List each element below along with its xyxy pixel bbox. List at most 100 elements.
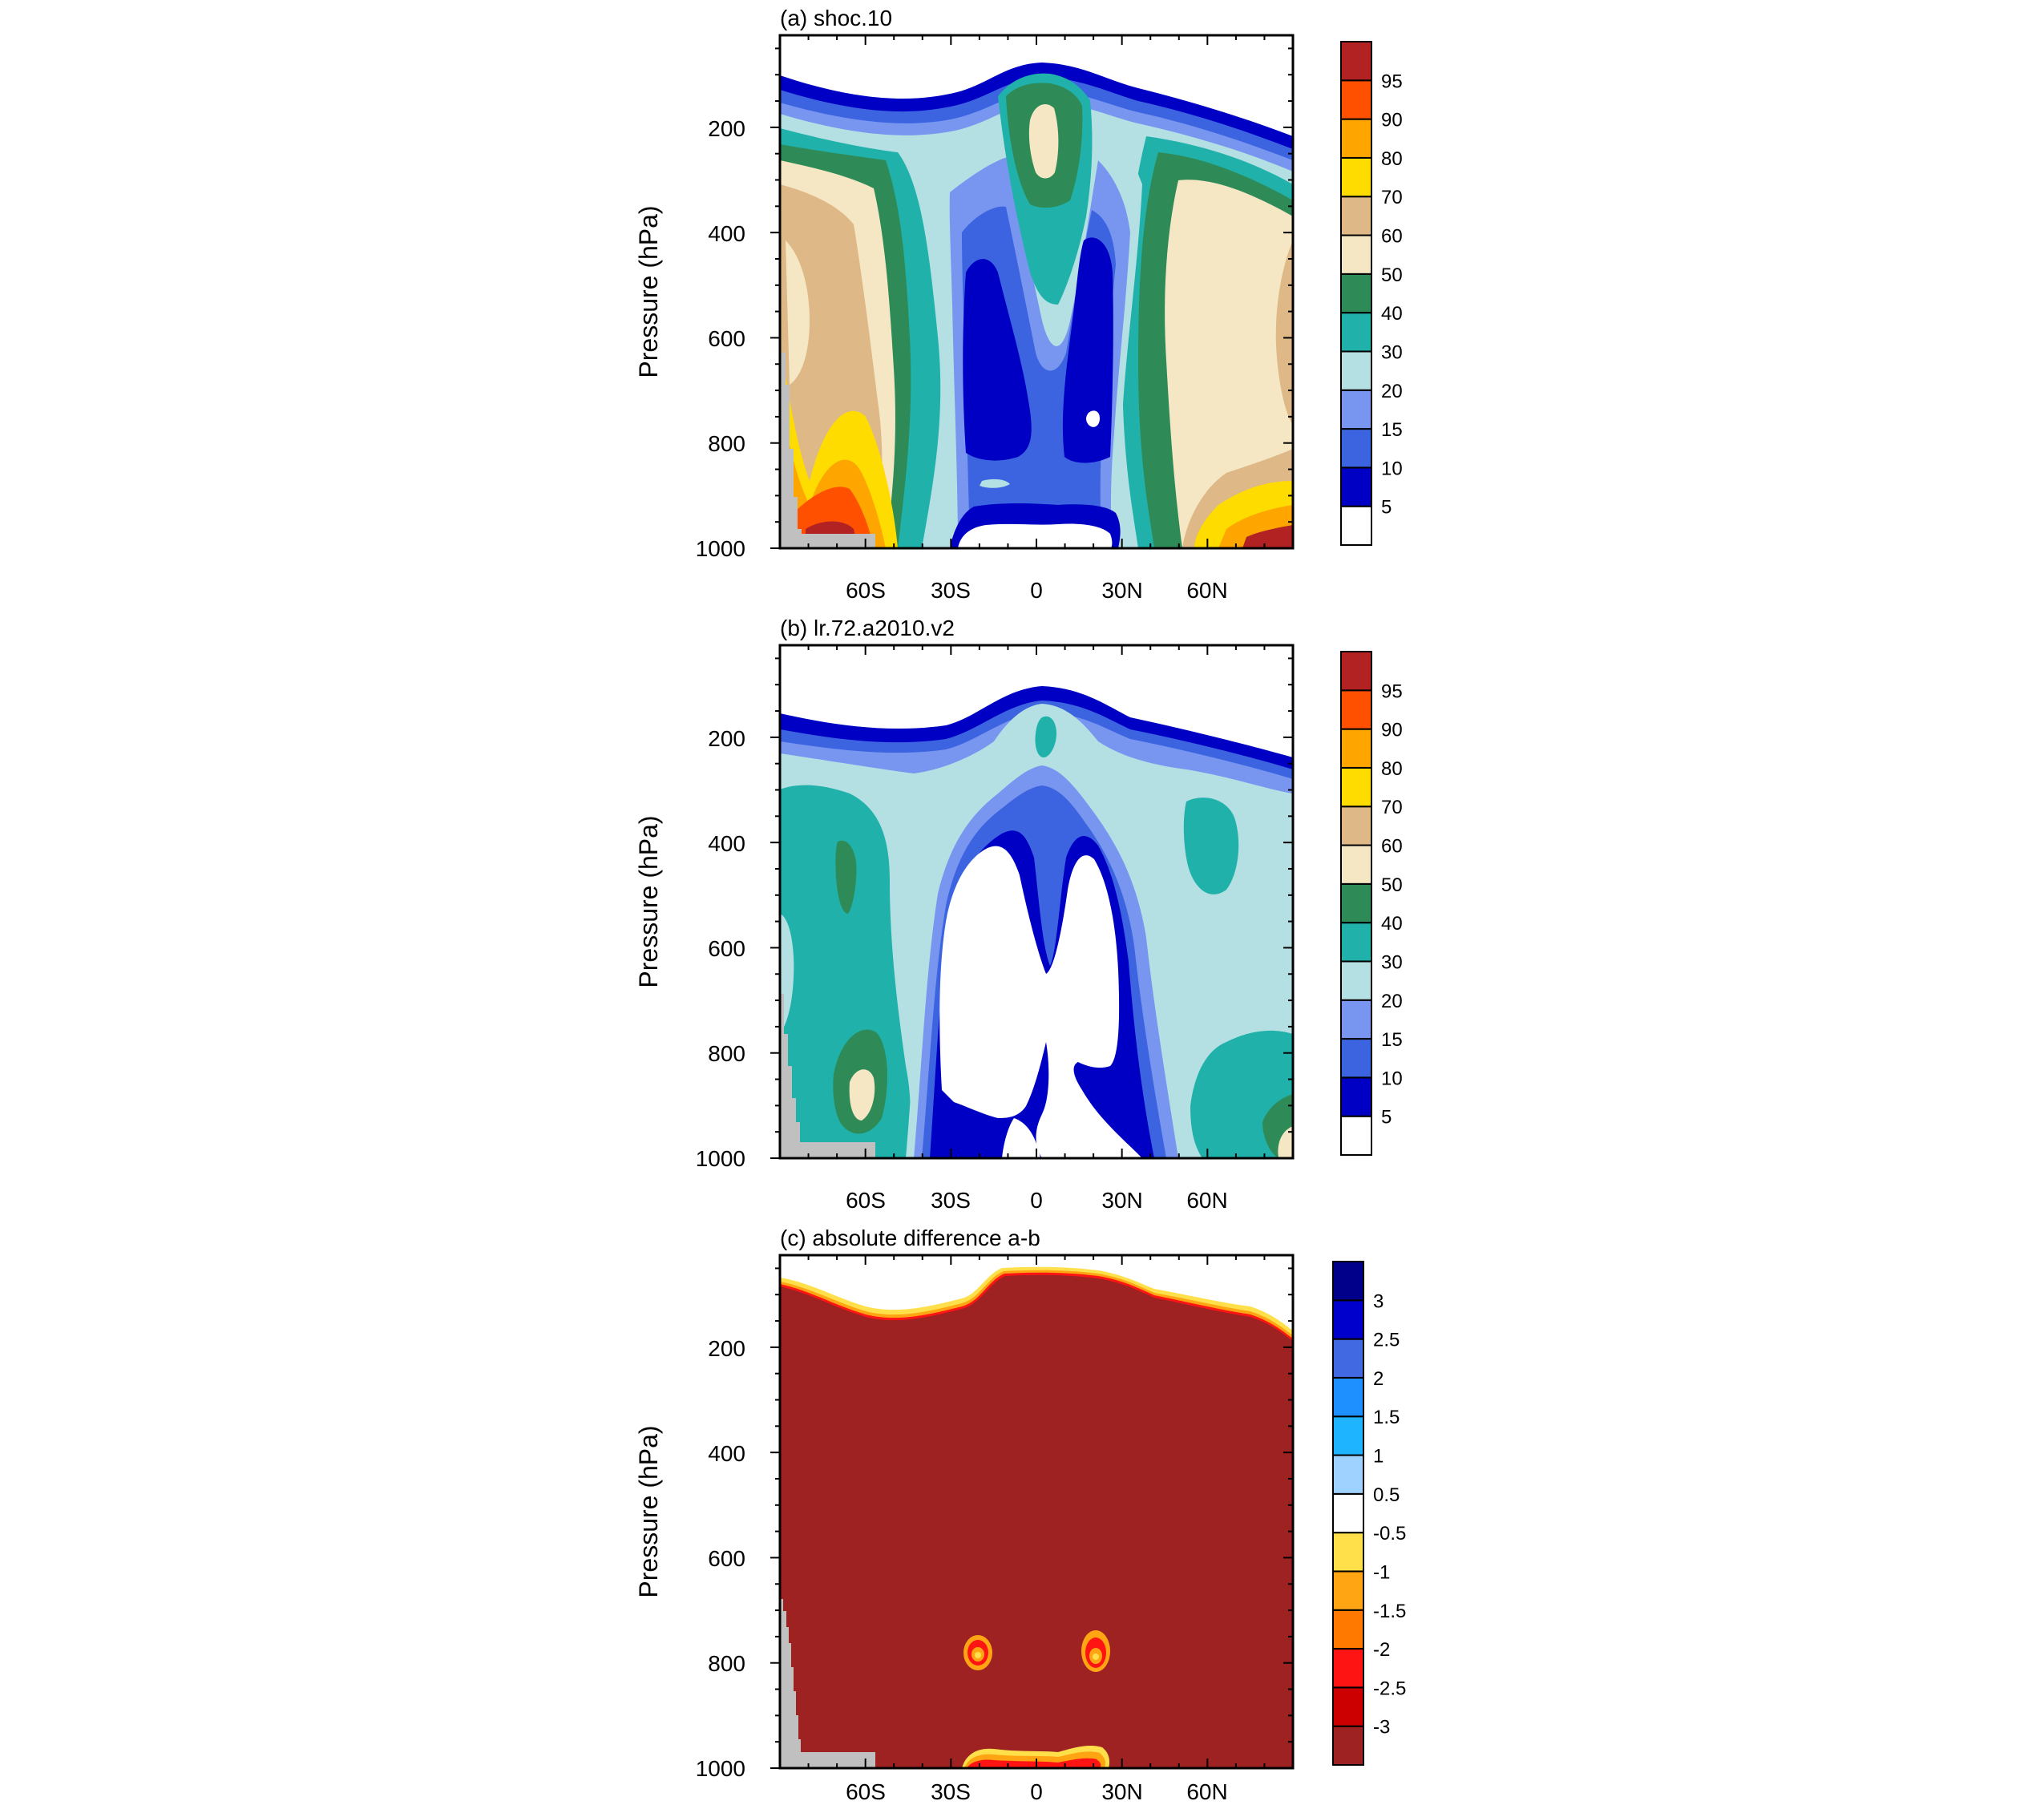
panel-c-title: (c) absolute difference a-b	[780, 1226, 1040, 1250]
colorbar-label: 2.5	[1373, 1330, 1400, 1351]
panel-b-xtick-label: 0	[1030, 1188, 1043, 1213]
colorbar-label: 60	[1381, 836, 1403, 858]
colorbar-box	[1340, 118, 1372, 159]
panel-c-xtick-label: 30S	[931, 1779, 971, 1804]
panel-c-ytick-label: 400	[708, 1441, 745, 1466]
panel-c-ytick-label: 1000	[696, 1756, 745, 1781]
panel-a-ytick-label: 800	[708, 431, 745, 456]
colorbar-box	[1340, 79, 1372, 120]
colorbar-label: 40	[1381, 913, 1403, 935]
colorbar-label: 50	[1381, 874, 1403, 896]
panel-a-field-trop-dark-sh	[963, 259, 1032, 461]
panel-c-ytick-label: 800	[708, 1651, 745, 1676]
colorbar-label: -1.5	[1373, 1601, 1406, 1622]
colorbar-label: 1.5	[1373, 1407, 1400, 1428]
panel-a-field-red-nh	[1242, 525, 1293, 548]
panel-b-field-eq-teal	[1035, 716, 1056, 757]
colorbar-box	[1340, 882, 1372, 924]
panel-a-ytick-label: 400	[708, 221, 745, 246]
colorbar-label: -1	[1373, 1561, 1390, 1583]
colorbar-box	[1332, 1261, 1364, 1302]
panel-a-xtick-label: 30N	[1101, 578, 1142, 603]
colorbar-box	[1340, 1076, 1372, 1117]
colorbar-label: -2.5	[1373, 1678, 1406, 1699]
colorbar-label: 2	[1373, 1368, 1384, 1390]
panel-a-field-trop-bottom-white	[958, 523, 1113, 548]
panel-b-plot-area	[780, 645, 1293, 1158]
colorbar-box	[1340, 844, 1372, 885]
panel-a-ytick-label: 200	[708, 116, 745, 141]
colorbar-label: 95	[1381, 680, 1403, 702]
colorbar-label: 0.5	[1373, 1484, 1400, 1506]
colorbar-box	[1340, 428, 1372, 469]
colorbar-label: 40	[1381, 303, 1403, 325]
panel-a-ylabel: Pressure (hPa)	[634, 205, 663, 378]
panel-b-xtick-label: 30N	[1101, 1188, 1142, 1213]
colorbar-label: 90	[1381, 720, 1403, 741]
panel-c-field-surface-red	[967, 1758, 1101, 1768]
panel-a-xtick-label: 60N	[1186, 578, 1227, 603]
colorbar-label: 80	[1381, 758, 1403, 780]
colorbar-box	[1340, 196, 1372, 236]
colorbar-label: 1	[1373, 1446, 1384, 1468]
colorbar-box	[1340, 312, 1372, 353]
panel-b-ticks	[770, 645, 1293, 1159]
colorbar-label: 60	[1381, 226, 1403, 248]
panel-b-ytick-label: 200	[708, 726, 745, 751]
panel-a-plot-area	[780, 35, 1293, 548]
panel-b-field-beige-nh-low	[1278, 1126, 1293, 1158]
panel-b-field-beige-sh-low	[849, 1069, 875, 1121]
colorbar-box	[1340, 505, 1372, 547]
panel-a-field-trop-cyan-spot	[980, 479, 1010, 488]
panel-b-field-teal-nh-blob	[1183, 798, 1239, 894]
colorbar-label: -2	[1373, 1639, 1390, 1661]
panel-b-xtick-label: 60S	[846, 1188, 886, 1213]
colorbar-label: 15	[1381, 419, 1403, 441]
colorbar-label: 50	[1381, 264, 1403, 286]
colorbar-box	[1340, 1038, 1372, 1079]
panel-b-field-green-sh-top	[835, 840, 857, 914]
panel-c: (c) absolute difference a-b Pressure (hP…	[634, 1226, 1406, 1804]
colorbar-box	[1332, 1415, 1364, 1456]
panel-c-xtick-label: 30N	[1101, 1779, 1142, 1804]
panel-a-xtick-label: 0	[1030, 578, 1043, 603]
colorbar-box	[1340, 922, 1372, 963]
panel-b-ytick-label: 400	[708, 831, 745, 856]
panel-c-ytick-label: 600	[708, 1546, 745, 1571]
colorbar-label: 80	[1381, 148, 1403, 170]
panel-b-ytick-label: 600	[708, 936, 745, 961]
panel-b-colorbar: 5 10 15 20 30 40 50 60 70 80 90 95	[1340, 651, 1403, 1156]
colorbar-box	[1332, 1648, 1364, 1689]
panel-b-field-trop-white-bottom	[1002, 1118, 1040, 1158]
colorbar-box	[1340, 1115, 1372, 1156]
panel-b-missing-data	[780, 994, 875, 1158]
colorbar-box	[1332, 1376, 1364, 1418]
colorbar-label: 95	[1381, 71, 1403, 92]
panel-b-field-trop-white	[939, 846, 1142, 1158]
panel-a-ticks	[770, 35, 1293, 549]
colorbar-box	[1340, 806, 1372, 846]
panel-a-colorbar: 5 10 15 20 30 40 50 60 70 80 90 95	[1340, 41, 1403, 547]
colorbar-box	[1332, 1570, 1364, 1611]
colorbar-box	[1340, 728, 1372, 769]
colorbar-box	[1340, 156, 1372, 198]
panel-b-xtick-label: 30S	[931, 1188, 971, 1213]
colorbar-box	[1340, 766, 1372, 808]
colorbar-box	[1340, 466, 1372, 507]
colorbar-box	[1332, 1492, 1364, 1534]
colorbar-box	[1340, 389, 1372, 430]
colorbar-box	[1340, 234, 1372, 275]
panel-b-ytick-label: 1000	[696, 1146, 745, 1171]
panel-c-xtick-label: 60N	[1186, 1779, 1227, 1804]
panel-c-anomaly-sh-core	[975, 1652, 981, 1658]
colorbar-label: 70	[1381, 187, 1403, 208]
colorbar-label: -3	[1373, 1717, 1390, 1738]
colorbar-label: 15	[1381, 1029, 1403, 1051]
panel-c-anomaly-nh-core	[1093, 1654, 1099, 1660]
panel-b-xtick-label: 60N	[1186, 1188, 1227, 1213]
colorbar-label: 5	[1381, 497, 1392, 519]
panel-c-colorbar: 3 2.5 2 1.5 1 0.5 -0.5 -1 -1.5 -2 -2.5 -3	[1332, 1261, 1406, 1767]
colorbar-box	[1332, 1454, 1364, 1495]
colorbar-box	[1340, 350, 1372, 391]
